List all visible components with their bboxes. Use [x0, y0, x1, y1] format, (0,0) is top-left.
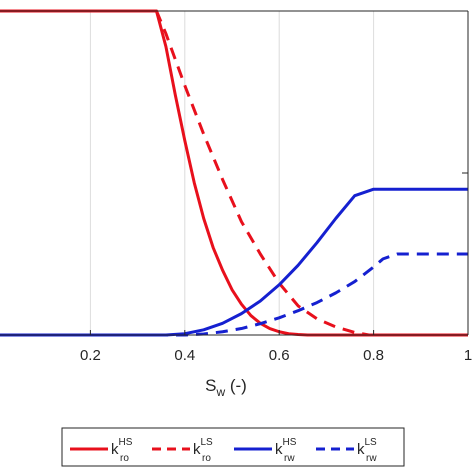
- x-tick-labels: 0.2 0.4 0.6 0.8 1: [80, 347, 472, 364]
- series-line-rw-hs: [0, 187, 468, 337]
- x-tick-label: 0.2: [80, 347, 101, 364]
- x-tick-label: 1: [464, 347, 472, 364]
- x-tick-label: 0.6: [269, 347, 290, 364]
- axes: [0, 10, 469, 336]
- series-layer: [0, 9, 468, 337]
- legend: kHS ro kLS ro kHS rw kLS rw: [61, 427, 405, 467]
- legend-label: kLS ro: [193, 437, 213, 464]
- series-line-ro-ls: [0, 9, 468, 337]
- legend-label: kLS rw: [357, 437, 377, 464]
- x-tick-label: 0.4: [174, 347, 195, 364]
- legend-label: kHS ro: [111, 437, 133, 464]
- legend-label: kHS rw: [275, 437, 297, 464]
- legend-box: [61, 427, 405, 467]
- series-line-ro-hs: [0, 9, 468, 337]
- series-line-rw-ls: [0, 252, 468, 337]
- x-axis-label: Sw (-): [205, 376, 247, 399]
- x-tick-label: 0.8: [363, 347, 384, 364]
